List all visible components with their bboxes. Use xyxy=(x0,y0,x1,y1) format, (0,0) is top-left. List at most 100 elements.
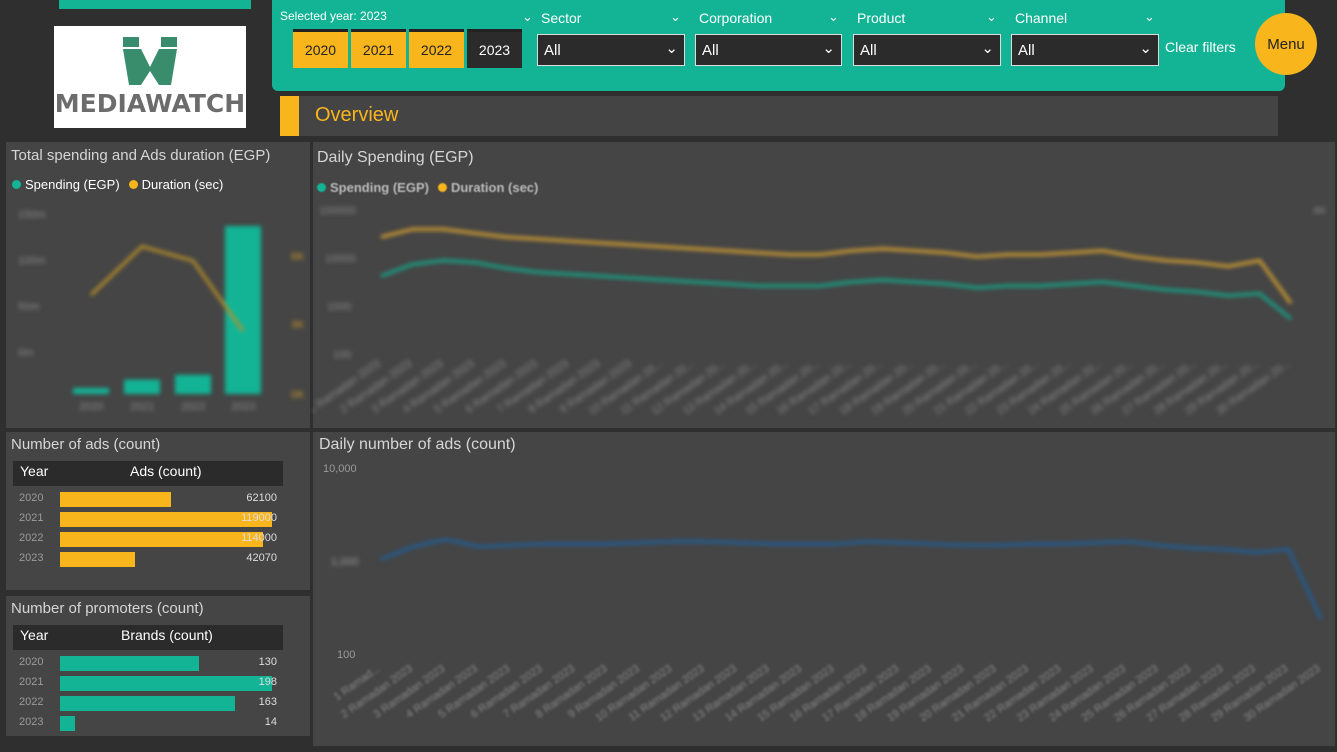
channel-label: Channel xyxy=(1015,10,1068,26)
y-tick: 100000 xyxy=(319,205,356,217)
bar-2020[interactable] xyxy=(73,388,109,394)
overview-title: Overview xyxy=(315,104,399,126)
y-tick-mid: 1,000 xyxy=(331,556,359,568)
x-tick: 2022 xyxy=(181,401,205,413)
chart-legend: Spending (EGP) Duration (sec) xyxy=(317,180,538,195)
panel-title: Number of ads (count) xyxy=(11,436,161,453)
row-year: 2023 xyxy=(19,716,44,728)
legend-duration: Duration (sec) xyxy=(450,180,539,195)
bar-2021[interactable] xyxy=(124,379,160,394)
row-bar xyxy=(60,696,235,711)
col-brands-count[interactable]: Brands (count) xyxy=(121,627,213,643)
table-row[interactable]: 2021 198 xyxy=(13,674,283,693)
chevron-down-icon[interactable]: ⌄ xyxy=(986,9,997,24)
year-button-2021[interactable]: 2021 xyxy=(351,29,406,68)
x-tick: 2020 xyxy=(79,401,103,413)
col-ads-count[interactable]: Ads (count) xyxy=(130,463,202,479)
product-value: All xyxy=(860,41,877,59)
row-value: 130 xyxy=(258,656,277,668)
table-row[interactable]: 2022 114000 xyxy=(13,530,283,549)
row-bar xyxy=(60,532,263,547)
y-tick: 100 xyxy=(333,349,351,361)
row-value: 119000 xyxy=(241,512,277,524)
row-bar xyxy=(60,716,75,731)
sector-label: Sector xyxy=(541,10,582,26)
row-bar xyxy=(60,492,171,507)
total-spending-panel: Total spending and Ads duration (EGP) Sp… xyxy=(6,142,310,428)
legend-dot xyxy=(437,183,447,192)
x-tick: 2021 xyxy=(130,401,154,413)
chevron-down-icon[interactable]: ⌄ xyxy=(1144,9,1155,24)
logo-text: MEDIAWATCH xyxy=(54,88,246,118)
col-year[interactable]: Year xyxy=(20,463,49,479)
row-value: 62100 xyxy=(246,492,277,504)
row-year: 2023 xyxy=(19,552,44,564)
chevron-down-icon[interactable]: ⌄ xyxy=(670,9,681,24)
row-year: 2020 xyxy=(19,656,44,668)
table-row[interactable]: 2021 119000 xyxy=(13,510,283,529)
row-bar xyxy=(60,676,272,691)
y2-tick: 3K xyxy=(291,319,305,331)
row-value: 198 xyxy=(258,676,277,688)
y2-tick: 6K xyxy=(291,251,305,263)
year-button-2020[interactable]: 2020 xyxy=(293,29,348,68)
clear-filters-button[interactable]: Clear filters xyxy=(1165,39,1236,55)
table-header: Year Brands (count) xyxy=(13,625,283,650)
table-row[interactable]: 2020 62100 xyxy=(13,490,283,509)
chart-legend: Spending (EGP) Duration (sec) xyxy=(12,177,223,192)
chevron-down-icon: ⌄ xyxy=(981,40,994,57)
y-tick: 150m xyxy=(18,209,46,221)
y-tick: 1000 xyxy=(327,301,351,313)
year-button-2022[interactable]: 2022 xyxy=(409,29,464,68)
channel-dropdown[interactable]: All ⌄ xyxy=(1011,34,1159,66)
row-year: 2020 xyxy=(19,492,44,504)
chevron-down-icon[interactable]: ⌄ xyxy=(522,9,533,24)
menu-button[interactable]: Menu xyxy=(1255,13,1317,75)
row-bar xyxy=(60,552,135,567)
total-spending-chart: 150m 100m 50m 0m 2020 2021 2022 2023 6K 3K … xyxy=(18,209,305,413)
legend-dot xyxy=(317,183,326,192)
row-value: 14 xyxy=(264,716,277,728)
y-tick-bottom: 100 xyxy=(337,649,356,661)
product-label: Product xyxy=(857,10,906,26)
y-tick: 0m xyxy=(18,347,33,359)
row-year: 2022 xyxy=(19,696,44,708)
binoculars-icon xyxy=(123,36,177,85)
corporation-dropdown[interactable]: All ⌄ xyxy=(695,34,842,66)
col-year[interactable]: Year xyxy=(20,627,49,643)
y-tick-top: 10,000 xyxy=(323,463,357,475)
table-row[interactable]: 2023 14 xyxy=(13,714,283,733)
panel-title: Total spending and Ads duration (EGP) xyxy=(11,147,271,164)
bar-2023[interactable] xyxy=(225,226,261,394)
panel-title: Number of promoters (count) xyxy=(11,600,204,617)
logo-accent-bar xyxy=(59,0,251,9)
panel-title: Daily Spending (EGP) xyxy=(317,149,474,166)
row-year: 2021 xyxy=(19,676,44,688)
legend-spending: Spending (EGP) xyxy=(25,177,120,192)
sector-value: All xyxy=(544,41,561,59)
ads-count-panel: Number of ads (count) Year Ads (count) 2… xyxy=(6,432,310,590)
table-header: Year Ads (count) xyxy=(13,461,283,486)
row-value: 163 xyxy=(258,696,277,708)
row-bar xyxy=(60,512,272,527)
daily-ads-panel: Daily number of ads (count) 10,000 1,000… xyxy=(313,432,1335,746)
legend-dot xyxy=(128,180,138,189)
year-button-2023[interactable]: 2023 xyxy=(467,29,522,68)
row-value: 42070 xyxy=(246,552,277,564)
y-tick: 10000 xyxy=(325,253,356,265)
row-year: 2021 xyxy=(19,512,44,524)
sector-dropdown[interactable]: All ⌄ xyxy=(537,34,685,66)
table-row[interactable]: 2023 42070 xyxy=(13,550,283,569)
chevron-down-icon: ⌄ xyxy=(1139,40,1152,57)
table-row[interactable]: 2020 130 xyxy=(13,654,283,673)
bar-2022[interactable] xyxy=(175,374,211,394)
y-tick: 50m xyxy=(18,301,39,313)
chevron-down-icon: ⌄ xyxy=(822,40,835,57)
channel-value: All xyxy=(1018,41,1035,59)
chevron-down-icon[interactable]: ⌄ xyxy=(828,9,839,24)
mediawatch-logo: MEDIAWATCH xyxy=(54,26,246,128)
product-dropdown[interactable]: All ⌄ xyxy=(853,34,1001,66)
y-tick: 100m xyxy=(18,255,46,267)
table-row[interactable]: 2022 163 xyxy=(13,694,283,713)
